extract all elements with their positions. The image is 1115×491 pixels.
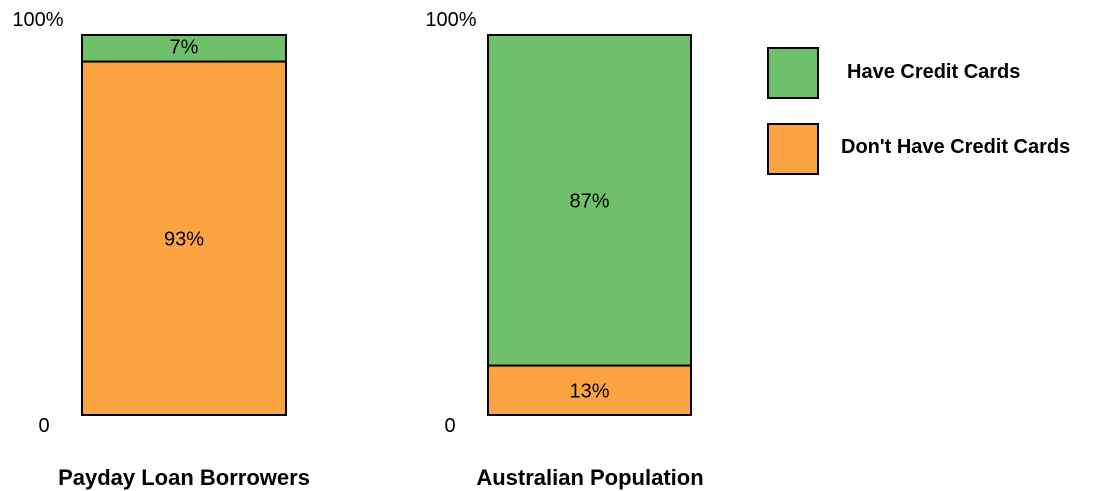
data-label-payday-dont-have: 93%: [164, 228, 204, 250]
y-tick-top-left: 100%: [12, 9, 63, 31]
bar-australian-dont-have-credit-cards: [487, 364, 692, 417]
category-label-payday-loan-borrowers: Payday Loan Borrowers: [58, 465, 310, 490]
bar-payday-dont-have-credit-cards: [81, 60, 287, 416]
data-label-australian-dont-have: 13%: [569, 380, 609, 402]
legend-label-have-credit-cards: Have Credit Cards: [847, 61, 1020, 83]
y-tick-top-right: 100%: [425, 9, 476, 31]
bar-group-payday-loan-borrowers: 100% 0 7% 93% Payday Loan Borrowers: [12, 9, 310, 490]
y-tick-bottom-right: 0: [444, 415, 455, 437]
data-label-australian-have: 87%: [569, 190, 609, 212]
legend-label-dont-have-credit-cards: Don't Have Credit Cards: [841, 136, 1070, 158]
bar-australian-have-credit-cards: [487, 34, 692, 367]
legend-swatch-dont-have-credit-cards: [767, 123, 819, 175]
category-label-australian-population: Australian Population: [476, 465, 703, 490]
legend: Have Credit Cards Don't Have Credit Card…: [767, 47, 1070, 175]
legend-swatch-have-credit-cards: [767, 47, 819, 99]
bar-group-australian-population: 100% 0 87% 13% Australian Population: [425, 9, 703, 490]
y-tick-bottom-left: 0: [38, 415, 49, 437]
data-label-payday-have: 7%: [170, 36, 199, 58]
